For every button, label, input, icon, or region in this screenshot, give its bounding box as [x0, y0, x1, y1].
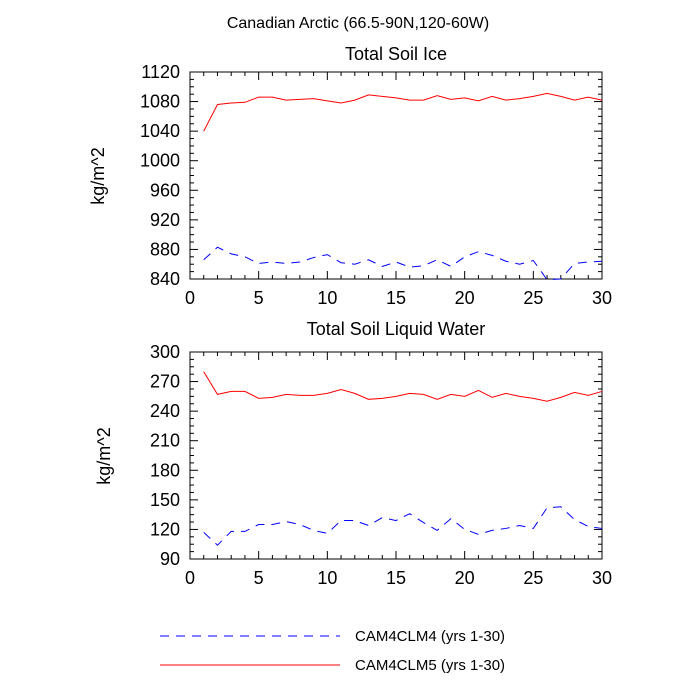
panel-soil-ice: Total Soil Ice kg/m^2 0 5 10 15 20 25 30 840 880…: [88, 44, 612, 308]
series-lines-soil-ice: [203, 92, 603, 281]
x-tick-label: 30: [592, 568, 612, 588]
x-tick-label: 10: [317, 288, 337, 308]
y-tick-label: 270: [150, 372, 180, 392]
y-tick-label: 1080: [140, 92, 180, 112]
series-line-cam4clm5: [203, 92, 603, 132]
y-tick-label: 1000: [140, 151, 180, 171]
x-tick-label: 5: [254, 288, 264, 308]
axis-ticks-soil-liquid-water: 0 5 10 15 20 25 30 90 120 150 180 210 240 270 300: [150, 342, 612, 588]
y-tick-label: 1040: [140, 121, 180, 141]
y-tick-label: 920: [150, 210, 180, 230]
y-axis-label-soil-ice: kg/m^2: [88, 147, 108, 204]
panel-title-soil-ice: Total Soil Ice: [345, 44, 447, 64]
legend-label-cam4clm5: CAM4CLM5 (yrs 1-30): [355, 657, 505, 674]
panel-soil-liquid-water: Total Soil Liquid Water kg/m^2 0 5 10 15 20 2…: [94, 319, 612, 588]
x-tick-label: 15: [386, 288, 406, 308]
x-tick-label: 30: [592, 288, 612, 308]
x-tick-label: 10: [317, 568, 337, 588]
legend-label-cam4clm4: CAM4CLM4 (yrs 1-30): [355, 628, 505, 645]
x-tick-label: 25: [523, 568, 543, 588]
y-tick-label: 90: [160, 549, 180, 569]
figure-title: Canadian Arctic (66.5-90N,120-60W): [227, 15, 489, 32]
y-tick-label: 1120: [141, 62, 180, 82]
series-line-cam4clm4: [203, 506, 603, 546]
x-tick-label: 15: [386, 568, 406, 588]
y-tick-label: 880: [150, 239, 180, 259]
y-tick-label: 840: [150, 269, 180, 289]
y-tick-label: 180: [150, 460, 180, 480]
y-tick-label: 150: [150, 490, 180, 510]
legend: CAM4CLM4 (yrs 1-30) CAM4CLM5 (yrs 1-30): [160, 628, 505, 674]
x-tick-label: 20: [455, 288, 475, 308]
x-tick-label: 0: [185, 568, 195, 588]
axis-ticks-soil-ice: 0 5 10 15 20 25 30 840 880 920 960 1000 1040 1080 1120: [140, 62, 612, 308]
y-tick-label: 300: [150, 342, 180, 362]
series-lines-soil-liquid-water: [203, 371, 603, 546]
y-axis-label-soil-liquid-water: kg/m^2: [94, 427, 114, 484]
x-tick-label: 20: [455, 568, 475, 588]
x-tick-label: 25: [523, 288, 543, 308]
y-tick-label: 240: [150, 401, 180, 421]
series-line-cam4clm4: [203, 246, 603, 281]
plot-frame-soil-ice: [189, 71, 603, 280]
x-tick-label: 5: [254, 568, 264, 588]
y-tick-label: 210: [150, 431, 180, 451]
panel-title-soil-liquid-water: Total Soil Liquid Water: [307, 319, 485, 339]
series-line-cam4clm5: [203, 371, 603, 402]
y-tick-label: 960: [150, 180, 180, 200]
x-tick-label: 0: [185, 288, 195, 308]
y-tick-label: 120: [150, 519, 180, 539]
plot-frame-soil-liquid-water: [189, 351, 603, 560]
